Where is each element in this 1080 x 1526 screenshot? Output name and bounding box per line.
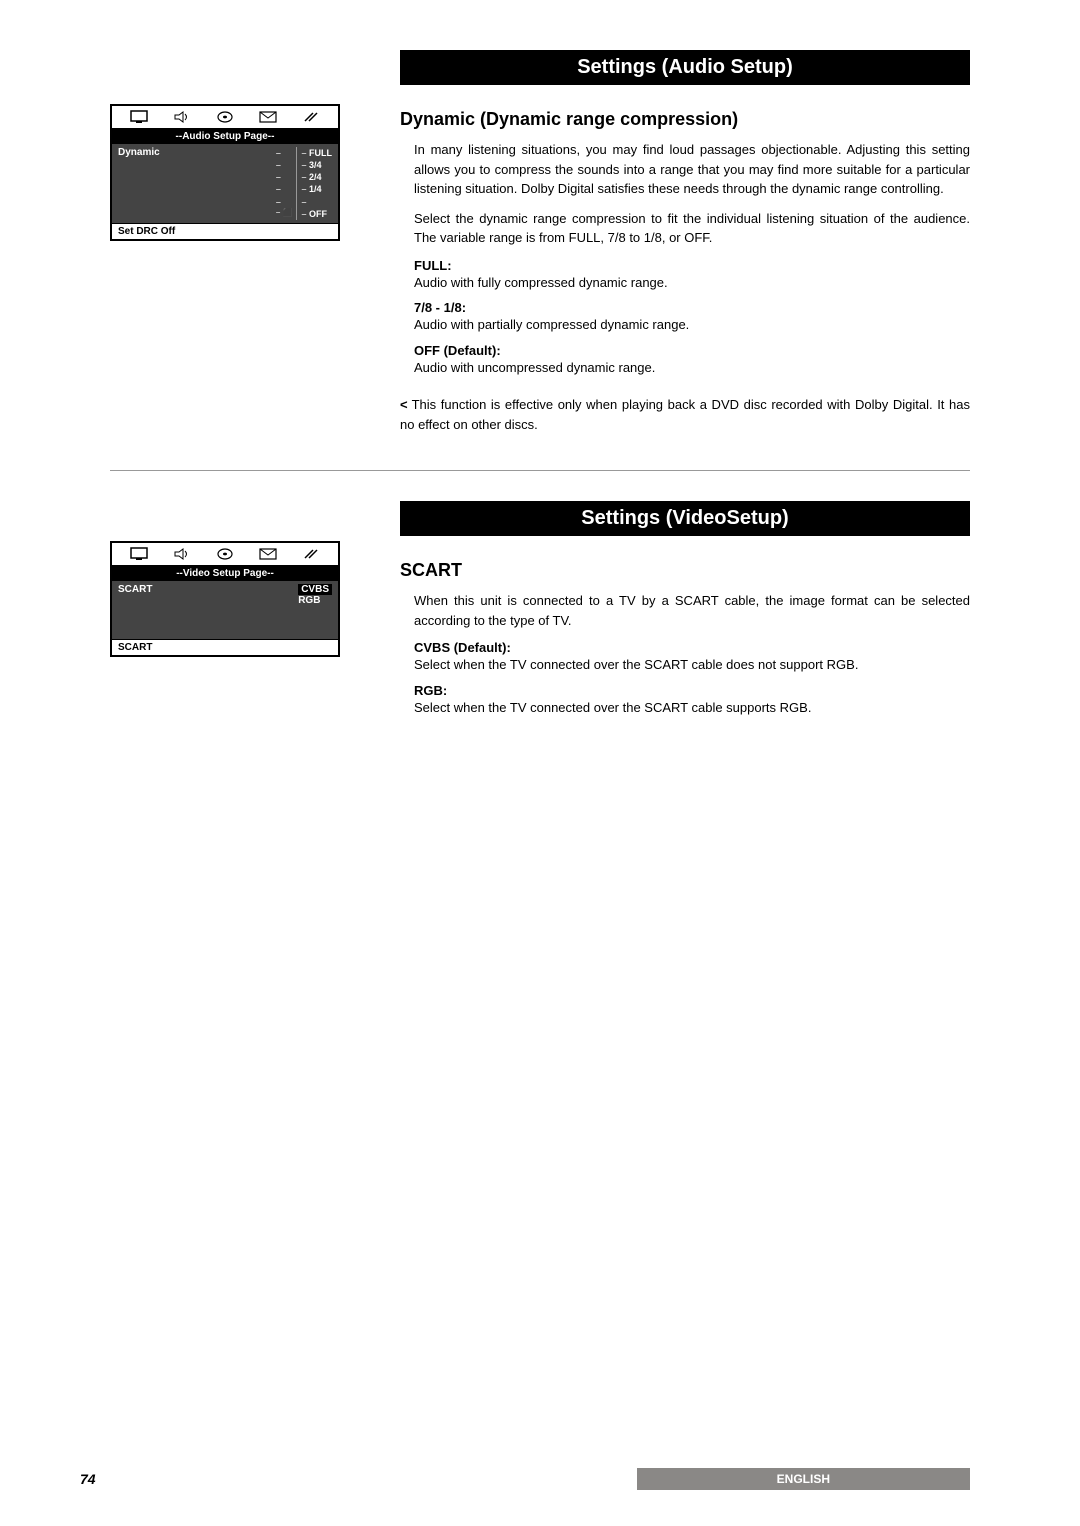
speaker-icon <box>173 110 191 124</box>
menu-footer-text: Set DRC Off <box>112 223 338 239</box>
language-label: ENGLISH <box>637 1468 970 1490</box>
audio-menu-screenshot: --Audio Setup Page-- Dynamic ⬛ FULL 3/4 … <box>110 104 340 241</box>
dynamic-p1: In many listening situations, you may fi… <box>400 140 970 199</box>
dynamic-options: FULL 3/4 2/4 1/4 OFF <box>296 147 332 220</box>
menu-page-title: --Audio Setup Page-- <box>112 129 338 144</box>
scart-heading: SCART <box>400 560 970 581</box>
cvbs-label: CVBS (Default): <box>400 640 970 655</box>
scart-p1: When this unit is connected to a TV by a… <box>400 591 970 630</box>
menu-key-scart: SCART <box>118 584 152 595</box>
menu-icon-row <box>112 543 338 566</box>
tools-icon <box>302 110 320 124</box>
dynamic-p2: Select the dynamic range compression to … <box>400 209 970 248</box>
video-banner: Settings (VideoSetup) <box>400 501 970 536</box>
dynamic-heading: Dynamic (Dynamic range compression) <box>400 109 970 130</box>
menu-footer-text: SCART <box>112 639 338 655</box>
rgb-label: RGB: <box>400 683 970 698</box>
disc-icon <box>216 547 234 561</box>
scart-options: CVBS RGB <box>298 584 332 606</box>
off-label: OFF (Default): <box>400 343 970 358</box>
full-text: Audio with fully compressed dynamic rang… <box>400 273 970 293</box>
range-text: Audio with partially compressed dynamic … <box>400 315 970 335</box>
section-divider <box>110 470 970 471</box>
slider-ticks: ⬛ <box>276 147 293 219</box>
rgb-text: Select when the TV connected over the SC… <box>400 698 970 718</box>
monitor-icon <box>130 110 148 124</box>
page-number: 74 <box>80 1471 96 1487</box>
menu-icon-row <box>112 106 338 129</box>
envelope-icon <box>259 110 277 124</box>
cvbs-text: Select when the TV connected over the SC… <box>400 655 970 675</box>
menu-key-dynamic: Dynamic <box>118 147 160 158</box>
disc-icon <box>216 110 234 124</box>
range-label: 7/8 - 1/8: <box>400 300 970 315</box>
video-menu-screenshot: --Video Setup Page-- SCART CVBS CVBS RGB… <box>110 541 340 657</box>
menu-page-title: --Video Setup Page-- <box>112 566 338 581</box>
dynamic-note: <This function is effective only when pl… <box>400 395 970 434</box>
note-bullet-icon: < <box>400 397 408 412</box>
envelope-icon <box>259 547 277 561</box>
audio-banner: Settings (Audio Setup) <box>400 50 970 85</box>
tools-icon <box>302 547 320 561</box>
full-label: FULL: <box>400 258 970 273</box>
speaker-icon <box>173 547 191 561</box>
monitor-icon <box>130 547 148 561</box>
off-text: Audio with uncompressed dynamic range. <box>400 358 970 378</box>
